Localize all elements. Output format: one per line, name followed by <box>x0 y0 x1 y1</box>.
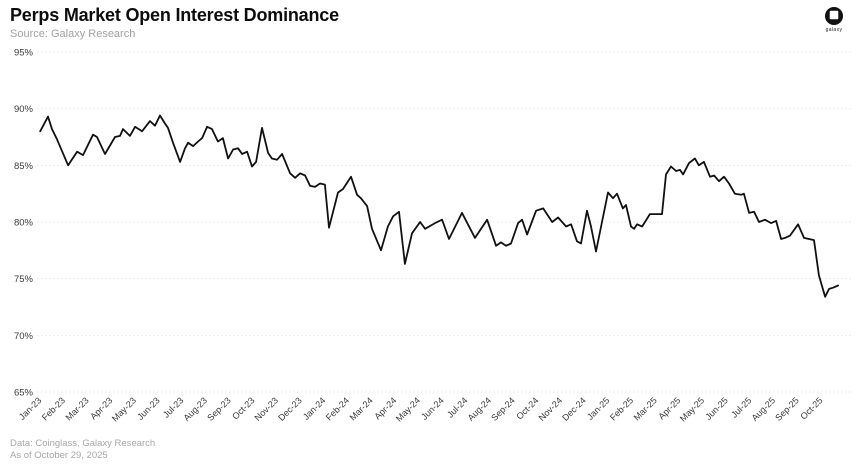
x-tick-label: Oct-23 <box>230 395 256 421</box>
x-tick-label: Jun-23 <box>135 395 162 422</box>
x-tick-label: Jan-25 <box>585 395 612 422</box>
x-tick-label: Feb-24 <box>324 395 351 422</box>
x-tick-label: Mar-23 <box>64 395 91 422</box>
x-tick-label: Feb-23 <box>40 395 67 422</box>
x-tick-label: May-23 <box>110 395 138 423</box>
x-tick-label: Jun-25 <box>703 395 730 422</box>
x-tick-label: Feb-25 <box>608 395 635 422</box>
x-tick-label: Sep-25 <box>773 395 801 423</box>
galaxy-circle-icon <box>825 7 843 25</box>
as-of-date: As of October 29, 2025 <box>10 449 108 461</box>
x-tick-label: Mar-24 <box>348 395 375 422</box>
data-source-note: Data: Coinglass, Galaxy Research <box>10 438 156 449</box>
y-tick-label: 95% <box>14 48 34 59</box>
galaxy-wordmark: galaxy <box>825 27 843 33</box>
x-tick-label: Aug-25 <box>750 395 778 423</box>
y-tick-label: 70% <box>14 331 34 342</box>
data-line <box>39 114 839 298</box>
y-tick-label: 75% <box>14 274 34 285</box>
x-tick-label: Dec-23 <box>276 395 304 423</box>
y-tick-label: 65% <box>14 388 34 399</box>
y-tick-label: 80% <box>14 218 34 229</box>
x-tick-label: Aug-23 <box>182 395 210 423</box>
x-tick-label: Jun-24 <box>419 395 446 422</box>
x-tick-label: Aug-24 <box>466 395 494 423</box>
page-title: Perps Market Open Interest Dominance <box>10 5 339 25</box>
x-tick-label: May-25 <box>678 395 706 423</box>
x-tick-label: Oct-24 <box>514 395 540 421</box>
x-tick-label: Sep-23 <box>205 395 233 423</box>
x-tick-label: Sep-24 <box>489 395 517 423</box>
x-tick-label: Mar-25 <box>632 395 659 422</box>
y-tick-label: 85% <box>14 161 34 172</box>
chart-footer: Data: Coinglass, Galaxy Research As of O… <box>10 438 155 461</box>
x-tick-label: Nov-23 <box>253 395 281 423</box>
x-tick-label: Jan-24 <box>301 395 328 422</box>
x-tick-label: Jan-23 <box>17 395 44 422</box>
x-tick-label: Dec-24 <box>560 395 588 423</box>
galaxy-logo: galaxy <box>820 6 848 33</box>
chart-header: Perps Market Open Interest Dominance Sou… <box>10 4 339 41</box>
x-tick-label: Nov-24 <box>537 395 565 423</box>
x-tick-label: May-24 <box>394 395 422 423</box>
y-tick-label: 90% <box>14 104 34 115</box>
x-tick-label: Oct-25 <box>798 395 824 421</box>
source-label: Source: Galaxy Research <box>10 28 136 40</box>
